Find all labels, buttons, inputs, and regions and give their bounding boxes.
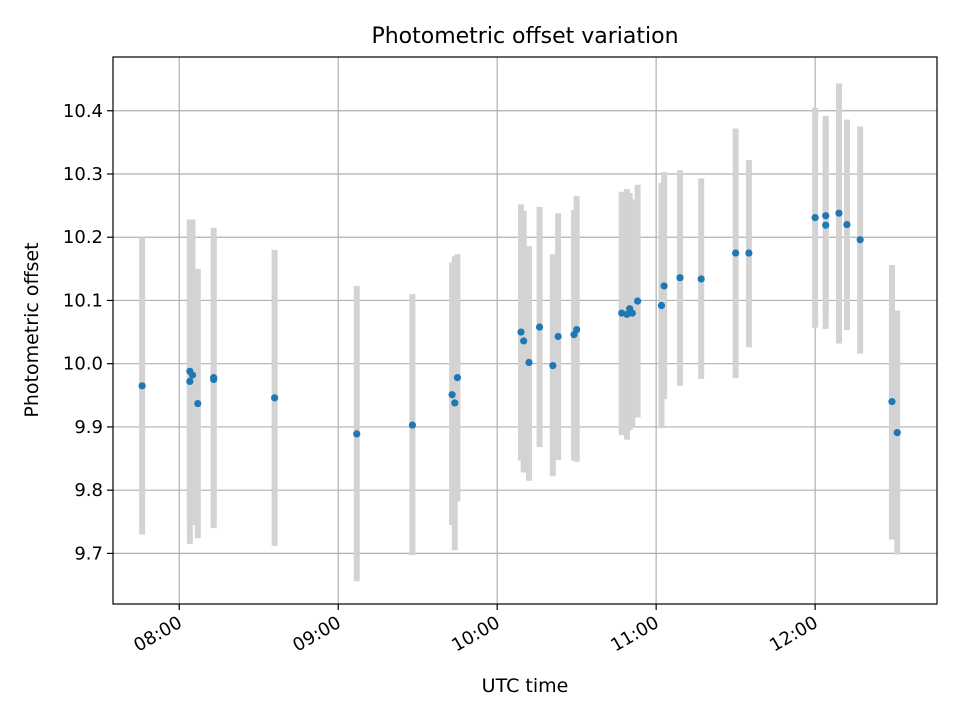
data-point — [210, 375, 218, 384]
y-tick-label: 9.7 — [74, 543, 103, 564]
data-point — [353, 430, 361, 438]
data-point — [520, 337, 528, 345]
data-point — [138, 382, 146, 390]
data-point — [822, 212, 830, 220]
data-point — [745, 249, 753, 257]
data-point — [525, 358, 533, 367]
y-tick-label: 10.0 — [63, 354, 103, 375]
data-point — [843, 220, 851, 229]
data-point — [194, 399, 202, 408]
data-point — [186, 377, 194, 386]
y-tick-label: 10.1 — [63, 290, 103, 311]
y-axis-ticks: 9.7 9.8 9.9 10.0 10.1 10.2 10.3 10.4 — [63, 101, 113, 564]
data-point — [549, 361, 557, 370]
data-point — [893, 429, 901, 437]
data-point — [732, 249, 740, 257]
y-axis-label: Photometric offset — [21, 242, 43, 417]
data-point — [676, 274, 684, 282]
data-point — [271, 394, 279, 402]
data-point — [448, 391, 456, 399]
data-point — [573, 325, 581, 334]
y-tick-label: 9.8 — [74, 480, 103, 501]
data-point — [453, 374, 462, 382]
data-point — [856, 236, 864, 244]
data-point — [660, 282, 668, 290]
data-points — [138, 209, 901, 438]
data-point — [451, 399, 459, 407]
y-tick-label: 9.9 — [74, 417, 103, 438]
plot-frame — [112, 56, 938, 605]
x-axis-label: UTC time — [482, 675, 569, 697]
data-point — [535, 323, 544, 331]
y-tick-label: 10.2 — [63, 227, 103, 248]
y-tick-label: 10.4 — [63, 101, 103, 122]
data-point — [822, 221, 830, 229]
y-tick-label: 10.3 — [63, 164, 103, 185]
data-point — [657, 301, 666, 310]
data-point — [835, 209, 843, 217]
data-point — [888, 398, 896, 406]
chart-title: Photometric offset variation — [371, 24, 678, 49]
data-point — [554, 332, 562, 341]
data-point — [634, 297, 642, 305]
data-point — [697, 275, 705, 283]
data-point — [628, 309, 636, 317]
data-point — [188, 371, 197, 379]
data-point — [517, 328, 525, 336]
data-point — [811, 214, 819, 222]
data-point — [408, 421, 416, 429]
